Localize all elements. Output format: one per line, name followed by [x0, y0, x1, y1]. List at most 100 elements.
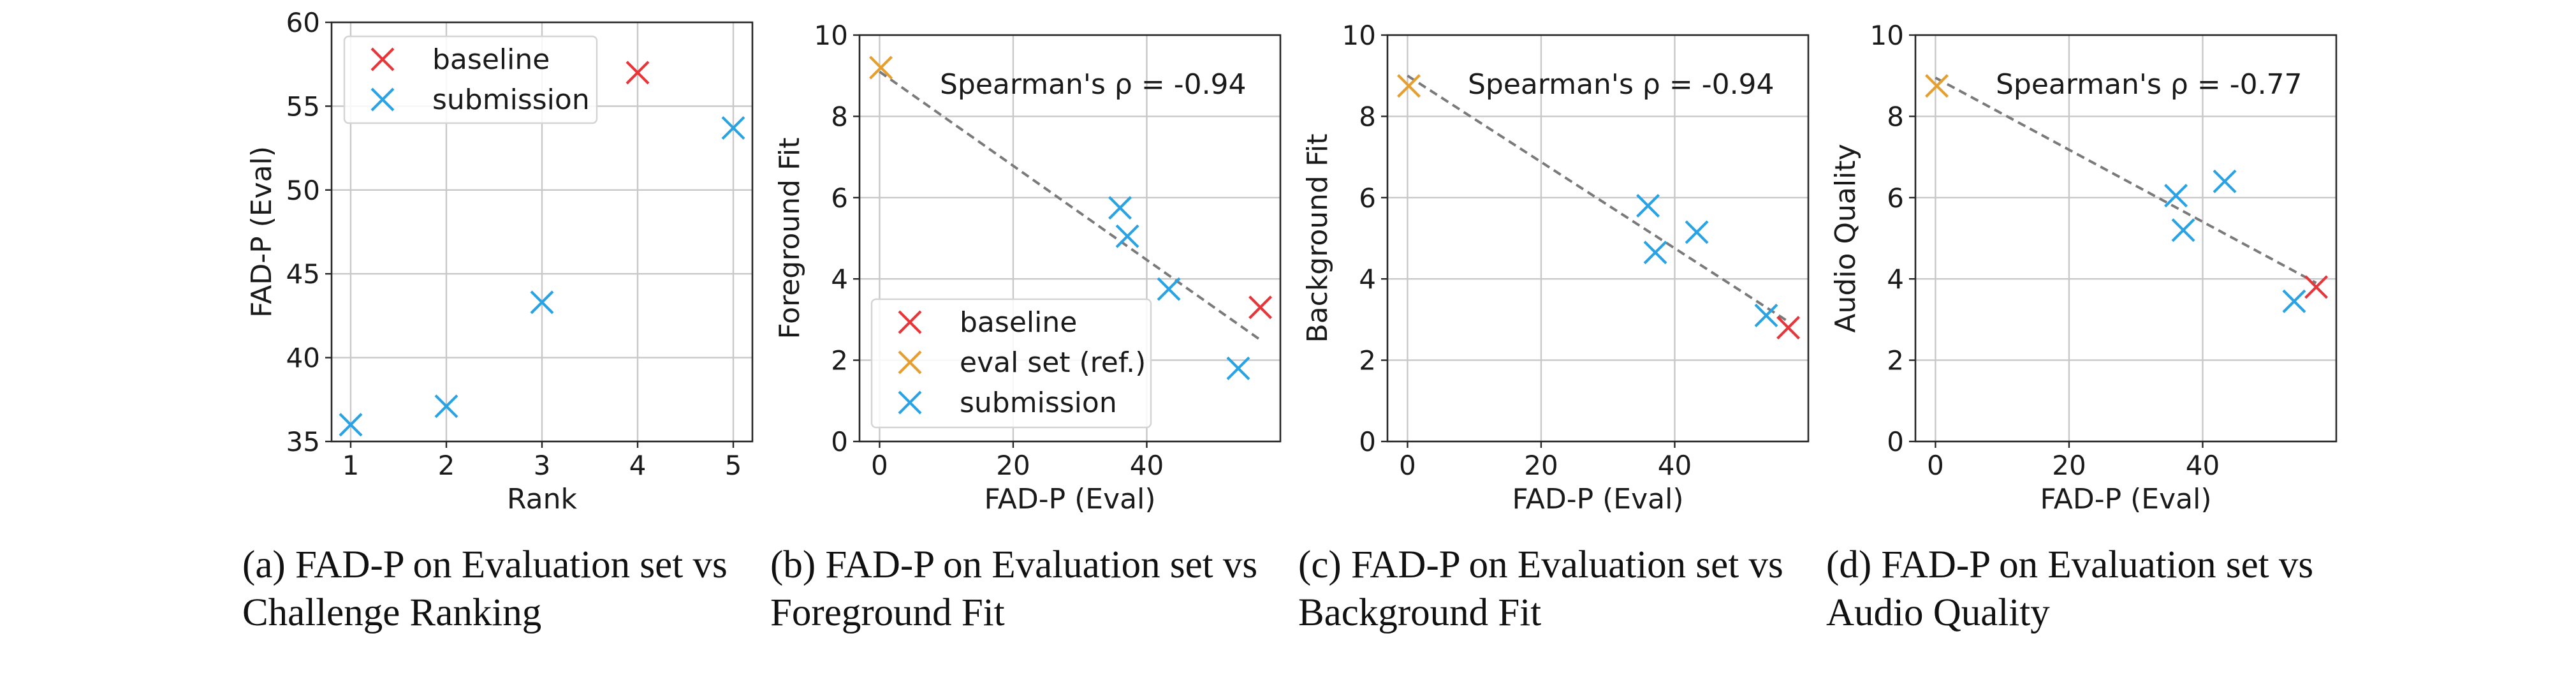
panel-d-xlabel: FAD-P (Eval) — [2040, 483, 2211, 515]
panel-b-ytick-label-10: 10 — [814, 20, 848, 51]
panel-a-xtick-label-3: 3 — [534, 450, 551, 481]
panel-c-xtick-label-40: 40 — [1658, 450, 1692, 481]
panel-a-xtick-label-4: 4 — [629, 450, 647, 481]
panel-d-point-submission-1 — [2171, 218, 2195, 242]
panel-c-point-submission-0 — [1636, 194, 1660, 218]
panel-c-spearman-annotation: Spearman's ρ = -0.94 — [1468, 68, 1775, 101]
panel-d-spearman-annotation: Spearman's ρ = -0.77 — [1996, 68, 2302, 101]
panel-a-ytick-label-60: 60 — [286, 7, 320, 38]
panel-b-point-baseline-0 — [1248, 295, 1273, 320]
panel-b-legend-label-eval-set-ref: eval set (ref.) — [960, 346, 1146, 379]
panel-d-point-submission-0 — [2164, 184, 2188, 208]
caption-b-line2: Foreground Fit — [770, 591, 1005, 634]
caption-a-line1: (a) FAD-P on Evaluation set vs — [242, 544, 728, 586]
panel-d-xtick-label-40: 40 — [2186, 450, 2220, 481]
panel-b-ytick-label-4: 4 — [831, 263, 848, 295]
panel-a-legend-label-baseline: baseline — [432, 43, 550, 76]
panel-b-legend-label-submission: submission — [960, 387, 1117, 419]
panel-d-trend-line — [1935, 77, 2317, 285]
panel-b-xtick-label-0: 0 — [871, 450, 888, 481]
panel-b-ytick-label-2: 2 — [831, 345, 848, 376]
panel-a-point-baseline-0 — [626, 61, 650, 85]
panel-d-xtick-label-20: 20 — [2052, 450, 2086, 481]
panel-c-ytick-label-4: 4 — [1359, 263, 1376, 295]
panel-a-legend-box — [343, 35, 598, 124]
panel-d-ylabel: Audio Quality — [1829, 144, 1862, 332]
panel-b-ylabel: Foreground Fit — [773, 137, 806, 339]
panel-c-frame — [1386, 34, 1810, 443]
panel-d-frame — [1914, 34, 2338, 443]
panel-b-ytick-label-0: 0 — [831, 426, 848, 457]
panel-d-ytick-label-2: 2 — [1887, 345, 1904, 376]
panel-d-ytick-label-0: 0 — [1887, 426, 1904, 457]
panel-b-legend-box — [870, 298, 1152, 429]
panel-c-point-submission-2 — [1685, 220, 1709, 244]
panel-c-ytick-label-0: 0 — [1359, 426, 1376, 457]
panel-b-legend-marker-baseline — [898, 310, 922, 334]
panel-c-point-submission-1 — [1643, 241, 1667, 265]
panel-c-ylabel: Background Fit — [1301, 133, 1334, 343]
panel-a-legend-marker-submission — [370, 87, 395, 112]
panel-b-trend-line — [879, 70, 1261, 341]
panel-b-ytick-label-6: 6 — [831, 182, 848, 214]
panel-c-xlabel: FAD-P (Eval) — [1512, 483, 1683, 515]
panel-c-xtick-label-20: 20 — [1524, 450, 1558, 481]
panel-b-point-submission-0 — [1108, 196, 1132, 220]
panel-b-point-eval-set-ref-0 — [869, 56, 893, 80]
panel-a-point-submission-1 — [434, 394, 458, 419]
panel-d-ytick-label-8: 8 — [1887, 101, 1904, 132]
panel-a-xtick-label-5: 5 — [725, 450, 742, 481]
panel-b-legend-marker-eval-set-ref — [898, 350, 922, 374]
panel-d-ytick-label-6: 6 — [1887, 182, 1904, 214]
panel-b-xtick-label-20: 20 — [996, 450, 1030, 481]
panel-b-ytick-label-8: 8 — [831, 101, 848, 132]
panel-b-legend: baseline eval set (ref.) submission — [870, 298, 1152, 429]
panel-c-ytick-label-2: 2 — [1359, 345, 1376, 376]
panel-b-xlabel: FAD-P (Eval) — [984, 483, 1155, 515]
panel-c: 0 20 40 0 2 4 6 8 10 FAD-P (Eval) Background Fit Sp… — [1301, 20, 1810, 515]
panel-d-point-submission-2 — [2213, 169, 2237, 193]
panel-a-ytick-label-55: 55 — [286, 91, 320, 122]
panel-c-ytick-label-10: 10 — [1342, 20, 1376, 51]
panel-a-frame — [330, 21, 754, 443]
panel-c-ytick-label-8: 8 — [1359, 101, 1376, 132]
panel-d: 0 20 40 0 2 4 6 8 10 FAD-P (Eval) Audio Quality Spe… — [1829, 20, 2338, 515]
caption-c-line1: (c) FAD-P on Evaluation set vs — [1298, 544, 1783, 586]
panel-c-point-baseline-0 — [1776, 316, 1801, 340]
panel-b: 0 20 40 0 2 4 6 8 10 FAD-P (Eval) Foreground Fit Sp… — [773, 20, 1282, 515]
panel-c-ytick-label-6: 6 — [1359, 182, 1376, 214]
panel-a-legend-marker-baseline — [370, 47, 395, 71]
panel-a-xlabel: Rank — [507, 483, 577, 515]
caption-b-line1: (b) FAD-P on Evaluation set vs — [770, 544, 1257, 586]
panel-a-ytick-label-35: 35 — [286, 426, 320, 457]
panel-c-xtick-label-0: 0 — [1399, 450, 1416, 481]
panel-a-point-submission-3 — [721, 116, 745, 140]
panel-a-xtick-label-2: 2 — [438, 450, 455, 481]
panel-d-ytick-label-10: 10 — [1870, 20, 1904, 51]
panel-c-trend-line — [1407, 75, 1789, 323]
panel-a-ylabel: FAD-P (Eval) — [245, 146, 278, 318]
panel-b-point-submission-3 — [1226, 356, 1250, 380]
panel-a-point-submission-0 — [339, 413, 363, 437]
panel-a-legend: baseline submission — [343, 35, 598, 124]
panel-d-point-baseline-0 — [2304, 275, 2329, 299]
panel-b-spearman-annotation: Spearman's ρ = -0.94 — [940, 68, 1247, 101]
panel-d-point-eval-set-ref-0 — [1925, 74, 1949, 98]
panel-b-point-submission-2 — [1157, 277, 1181, 301]
caption-d-line1: (d) FAD-P on Evaluation set vs — [1826, 544, 2313, 586]
panel-b-point-submission-1 — [1115, 224, 1139, 248]
panel-b-legend-label-baseline: baseline — [960, 306, 1077, 339]
panel-d-xtick-label-0: 0 — [1927, 450, 1944, 481]
panel-d-ytick-label-4: 4 — [1887, 263, 1904, 295]
panel-a-ytick-label-50: 50 — [286, 175, 320, 206]
caption-a-line2: Challenge Ranking — [242, 591, 541, 634]
caption-c-line2: Background Fit — [1298, 591, 1541, 634]
panel-c-point-submission-3 — [1754, 304, 1778, 328]
panel-a-legend-label-submission: submission — [432, 84, 590, 116]
panel-b-legend-marker-submission — [898, 390, 922, 415]
caption-d-line2: Audio Quality — [1826, 591, 2050, 634]
figure-captions: (a) FAD-P on Evaluation set vs Challenge… — [242, 544, 2313, 634]
